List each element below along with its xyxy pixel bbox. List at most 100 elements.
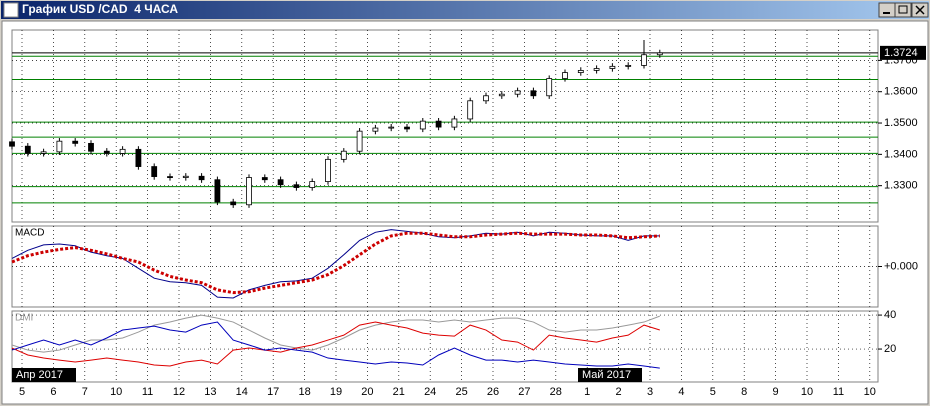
candle-body (277, 179, 284, 186)
candle-body (246, 177, 252, 206)
maximize-glyph (898, 5, 908, 14)
x-tick-label: 1 (584, 386, 590, 398)
month-label-bg (578, 368, 642, 382)
candle-body (356, 130, 363, 152)
y-tick-label: 1.3400 (884, 148, 918, 160)
indicator-line (11, 231, 660, 295)
x-tick-label: 18 (298, 386, 310, 398)
x-tick-label: 8 (741, 386, 747, 398)
candle-body (40, 151, 47, 154)
x-tick-label: 3 (647, 386, 653, 398)
candle-body (151, 166, 158, 177)
candle-body (214, 179, 221, 203)
candle-body (625, 64, 632, 67)
x-tick-label: 5 (19, 386, 25, 398)
x-tick-label: 10 (864, 386, 876, 398)
x-tick-label: 11 (142, 386, 153, 398)
candle-body (530, 90, 537, 97)
candle-body (562, 72, 568, 79)
candle-body (9, 141, 15, 147)
x-tick-label: 25 (455, 386, 467, 398)
candle-body (72, 140, 79, 144)
x-tick-label: 27 (518, 386, 530, 398)
candle-body (483, 95, 489, 102)
candle-body (577, 70, 584, 73)
candle-body (372, 127, 379, 132)
candle-body (451, 118, 458, 128)
macd-title: MACD (15, 228, 44, 239)
window-icon (3, 2, 19, 18)
x-tick-label: 7 (82, 386, 88, 398)
candle-body (309, 181, 316, 188)
candle-body (261, 177, 268, 181)
x-tick-label: 4 (678, 386, 684, 398)
candle-body (182, 175, 189, 178)
candle-body (498, 93, 505, 97)
close-glyph (915, 5, 925, 15)
x-tick-label: 10 (110, 386, 122, 398)
candle-body (546, 78, 553, 97)
price-panel (11, 29, 879, 223)
candle-body (404, 126, 410, 130)
current-price-box (880, 45, 926, 60)
x-tick-label: 11 (833, 386, 844, 398)
minimize-button[interactable] (878, 2, 896, 18)
candle-body (230, 201, 237, 206)
candle-body (24, 145, 31, 154)
candle-body (609, 65, 616, 69)
candle-body (198, 175, 205, 181)
month-label-bg (12, 368, 76, 382)
month-label: Май 2017 (582, 369, 631, 381)
x-tick-label: 20 (361, 386, 373, 398)
x-tick-label: 26 (487, 386, 499, 398)
candle-body (656, 52, 663, 56)
candle-body (135, 148, 142, 167)
y-tick-label: 40 (884, 309, 896, 321)
y-tick-label: +0.000 (884, 260, 918, 272)
maximize-button[interactable] (894, 2, 912, 18)
x-tick-label: 13 (204, 386, 216, 398)
x-tick-label: 17 (267, 386, 279, 398)
candle-body (435, 120, 442, 128)
title-bar (1, 1, 929, 19)
dmi-panel (11, 310, 879, 383)
indicator-line (11, 321, 660, 369)
candle-body (56, 140, 63, 153)
x-tick-label: 14 (236, 386, 248, 398)
window-buttons[interactable] (878, 2, 929, 18)
y-tick-label: 1.3500 (884, 117, 918, 129)
candle-body (419, 120, 426, 130)
x-tick-label: 12 (173, 386, 185, 398)
candle-body (340, 150, 347, 160)
x-tick-label: 21 (393, 386, 405, 398)
indicator-line (11, 321, 660, 367)
x-tick-label: 2 (616, 386, 622, 398)
y-tick-label: 1.3300 (884, 180, 918, 192)
indicator-line (11, 314, 660, 353)
y-tick-label: 20 (884, 343, 896, 355)
x-tick-label: 5 (710, 386, 716, 398)
candle-body (119, 148, 126, 154)
current-price-label: 1.3724 (884, 47, 918, 59)
candle-body (593, 68, 600, 71)
candle-body (293, 184, 300, 188)
y-tick-label: 1.3600 (884, 86, 918, 98)
x-tick-label: 19 (330, 386, 342, 398)
candle-body (103, 150, 110, 154)
x-tick-label: 10 (801, 386, 813, 398)
candle-body (167, 176, 173, 178)
x-tick-label: 6 (50, 386, 56, 398)
x-tick-label: 24 (424, 386, 436, 398)
x-tick-label: 28 (550, 386, 562, 398)
candle-body (514, 90, 521, 95)
candle-body (467, 100, 474, 120)
x-tick-label: 9 (773, 386, 779, 398)
month-label: Апр 2017 (16, 369, 63, 381)
candle-body (88, 142, 94, 152)
dmi-title: DMI (15, 313, 33, 324)
candle-body (641, 54, 647, 66)
candle-body (325, 158, 331, 182)
candle-body (388, 126, 395, 129)
window-title: График USD /CAD 4 ЧАСА (22, 2, 178, 16)
